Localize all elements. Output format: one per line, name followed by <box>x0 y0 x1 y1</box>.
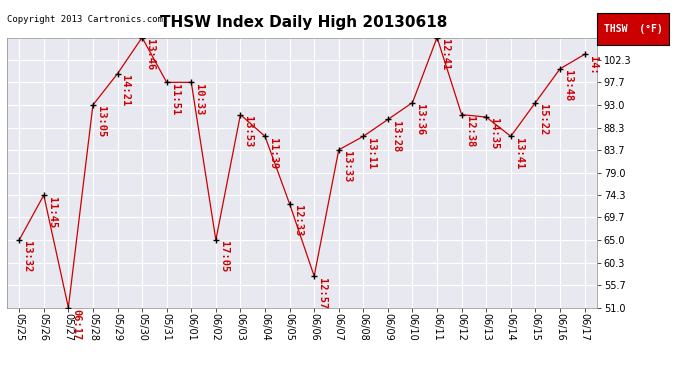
Text: 11:39: 11:39 <box>268 138 278 169</box>
Text: 13:05: 13:05 <box>96 106 106 138</box>
Text: 11:51: 11:51 <box>170 84 179 115</box>
Text: 13:41: 13:41 <box>514 138 524 169</box>
Text: 13:11: 13:11 <box>366 138 376 169</box>
Text: 10:33: 10:33 <box>194 84 204 115</box>
Text: 13:33: 13:33 <box>342 151 352 183</box>
Text: 12:41: 12:41 <box>440 39 450 70</box>
Text: 14:21: 14:21 <box>121 75 130 106</box>
Text: 06:17: 06:17 <box>71 309 81 340</box>
Text: 12:33: 12:33 <box>293 205 302 237</box>
Text: 13:32: 13:32 <box>22 242 32 273</box>
Text: 13:48: 13:48 <box>563 70 573 102</box>
Text: 14:35: 14:35 <box>489 118 499 150</box>
Text: THSW  (°F): THSW (°F) <box>604 24 662 34</box>
Text: 13:53: 13:53 <box>244 116 253 147</box>
Text: 14:: 14: <box>587 56 598 75</box>
Text: 13:28: 13:28 <box>391 121 401 152</box>
Text: 11:45: 11:45 <box>47 196 57 228</box>
Text: Copyright 2013 Cartronics.com: Copyright 2013 Cartronics.com <box>7 15 163 24</box>
Text: 17:05: 17:05 <box>219 242 229 273</box>
Text: 15:22: 15:22 <box>538 104 549 135</box>
Text: 13:36: 13:36 <box>415 104 426 135</box>
Text: 12:38: 12:38 <box>464 116 475 147</box>
Text: 13:46: 13:46 <box>145 39 155 70</box>
Text: THSW Index Daily High 20130618: THSW Index Daily High 20130618 <box>160 15 447 30</box>
Text: 12:57: 12:57 <box>317 278 327 309</box>
